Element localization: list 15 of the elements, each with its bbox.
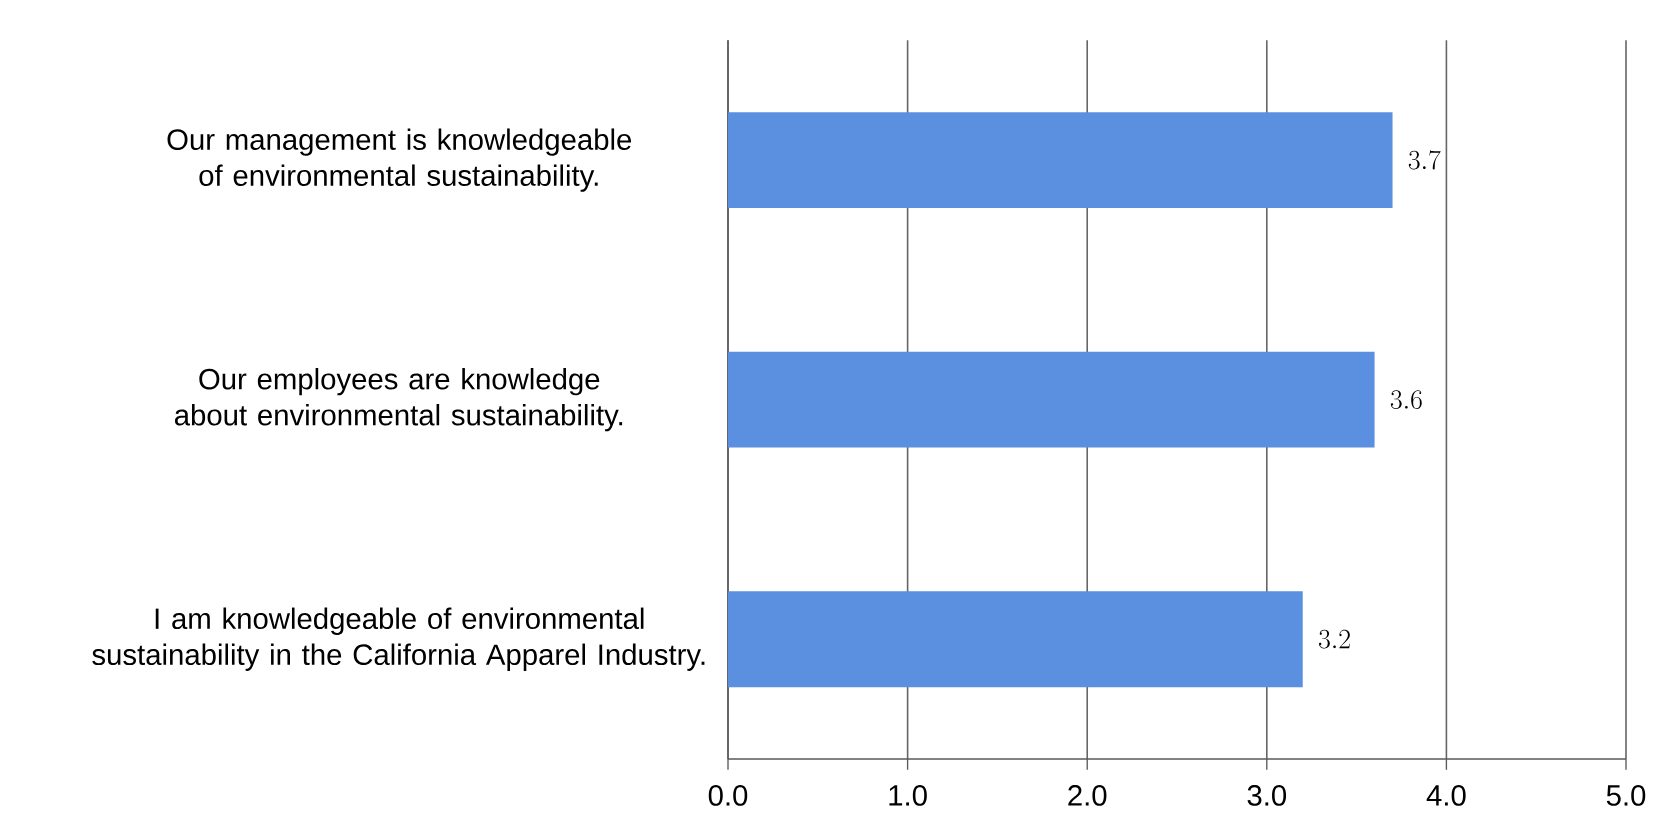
x-tick-label: 1.0 bbox=[889, 785, 927, 806]
x-tick-label: 4.0 bbox=[1426, 785, 1466, 806]
bar bbox=[728, 351, 1375, 448]
x-tick-label: 5.0 bbox=[1606, 785, 1646, 806]
x-tick-label: 0.0 bbox=[708, 785, 748, 806]
data-label: 3.7 bbox=[1408, 150, 1441, 170]
x-tick-label: 3.0 bbox=[1247, 785, 1287, 806]
bar bbox=[728, 591, 1303, 688]
y-tick-label: I am knowledgeable of environmental sustainability in the California Apparel Industry. bbox=[92, 607, 705, 671]
data-label: 3.6 bbox=[1390, 390, 1422, 410]
data-label: 3.2 bbox=[1319, 629, 1350, 649]
x-tick-label: 2.0 bbox=[1068, 785, 1107, 806]
y-tick-label: Our employees are knowledge about environmental sustainability. bbox=[174, 367, 623, 432]
y-tick-label: Our management is knowledgeable of environmental sustainability. bbox=[167, 128, 632, 192]
bar bbox=[728, 112, 1393, 209]
